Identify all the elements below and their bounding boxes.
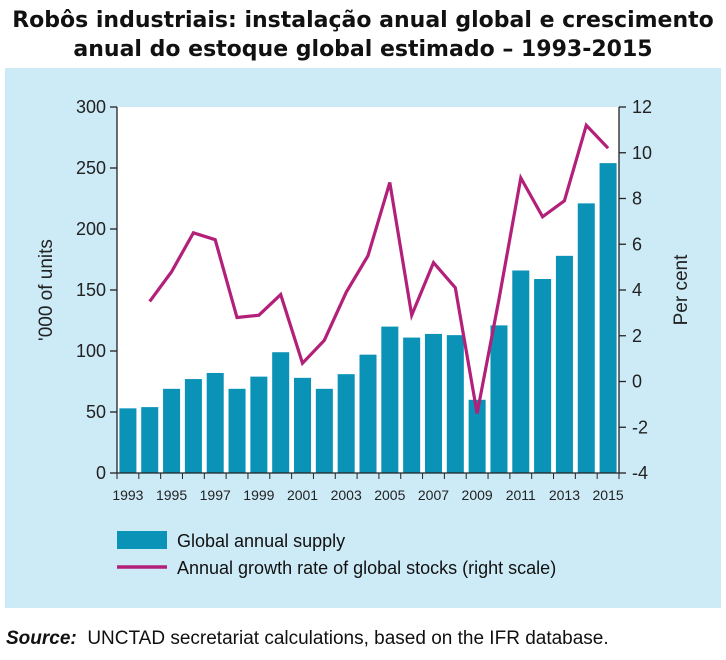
- y2-tick-label: 12: [632, 97, 652, 117]
- bar-2009: [468, 399, 486, 473]
- y-tick-label: 250: [76, 158, 106, 178]
- bar-2014: [577, 203, 595, 473]
- bar-2001: [294, 377, 312, 473]
- y2-axis-title: Per cent: [671, 254, 692, 325]
- legend-bar-label: Global annual supply: [177, 531, 345, 551]
- source-text: UNCTAD secretariat calculations, based o…: [87, 628, 609, 649]
- y2-tick-label: -4: [632, 463, 648, 483]
- x-tick-label: 1999: [243, 487, 274, 503]
- y-tick-label: 50: [86, 402, 106, 422]
- bar-1993: [119, 408, 137, 473]
- y-tick-label: 0: [96, 463, 106, 483]
- bar-2011: [512, 270, 530, 473]
- y2-tick-label: -2: [632, 417, 648, 437]
- x-tick-label: 1993: [112, 487, 143, 503]
- y-tick-label: 200: [76, 219, 106, 239]
- bar-2008: [446, 335, 464, 473]
- x-tick-label: 2011: [506, 487, 536, 503]
- y-tick-label: 150: [76, 280, 106, 300]
- bar-2003: [337, 374, 355, 473]
- bar-1997: [206, 372, 224, 473]
- bar-2000: [272, 352, 290, 473]
- bar-2002: [315, 388, 333, 473]
- x-tick-label: 1997: [200, 487, 231, 503]
- growth-rate-line: [148, 122, 610, 414]
- x-tick-label: 2003: [331, 487, 362, 503]
- bar-2005: [381, 326, 399, 473]
- bar-2012: [534, 279, 552, 473]
- y-axis-title: '000 of units: [36, 239, 57, 341]
- legend-bar-swatch: [117, 531, 167, 549]
- x-tick-label: 2007: [418, 487, 449, 503]
- bar-1995: [163, 388, 181, 473]
- x-tick-label: 2015: [593, 487, 624, 503]
- y2-tick-label: 6: [632, 234, 642, 254]
- source-note: Source: UNCTAD secretariat calculations,…: [6, 628, 609, 650]
- y2-tick-label: 8: [632, 189, 642, 209]
- bar-2013: [555, 255, 573, 473]
- bar-2007: [424, 333, 442, 473]
- bar-1998: [228, 388, 246, 473]
- x-tick-label: 2013: [549, 487, 580, 503]
- x-tick-label: 2009: [462, 487, 493, 503]
- chart-title: Robôs industriais: instalação anual glob…: [12, 8, 714, 62]
- chart: 0 50 100 150 200 250 300 -4 -2 0 2 4 6 8 10 12 1993 1995 1…: [36, 97, 692, 578]
- bar-1999: [250, 376, 268, 473]
- bar-1996: [184, 379, 202, 473]
- bar-2015: [599, 163, 617, 473]
- y2-tick-label: 4: [632, 280, 642, 300]
- y2-tick-label: 2: [632, 326, 642, 346]
- y2-tick-label: 10: [632, 143, 652, 163]
- x-tick-label: 1995: [156, 487, 187, 503]
- bar-2010: [490, 325, 508, 473]
- bar-2004: [359, 354, 377, 473]
- y-tick-label: 300: [76, 97, 106, 117]
- bar-1994: [141, 407, 159, 473]
- legend-line-label: Annual growth rate of global stocks (rig…: [177, 558, 556, 578]
- y-tick-label: 100: [76, 341, 106, 361]
- x-tick-label: 2001: [287, 487, 318, 503]
- y2-tick-label: 0: [632, 372, 642, 392]
- bar-2006: [403, 337, 421, 473]
- source-label: Source:: [6, 628, 77, 649]
- x-tick-label: 2005: [374, 487, 405, 503]
